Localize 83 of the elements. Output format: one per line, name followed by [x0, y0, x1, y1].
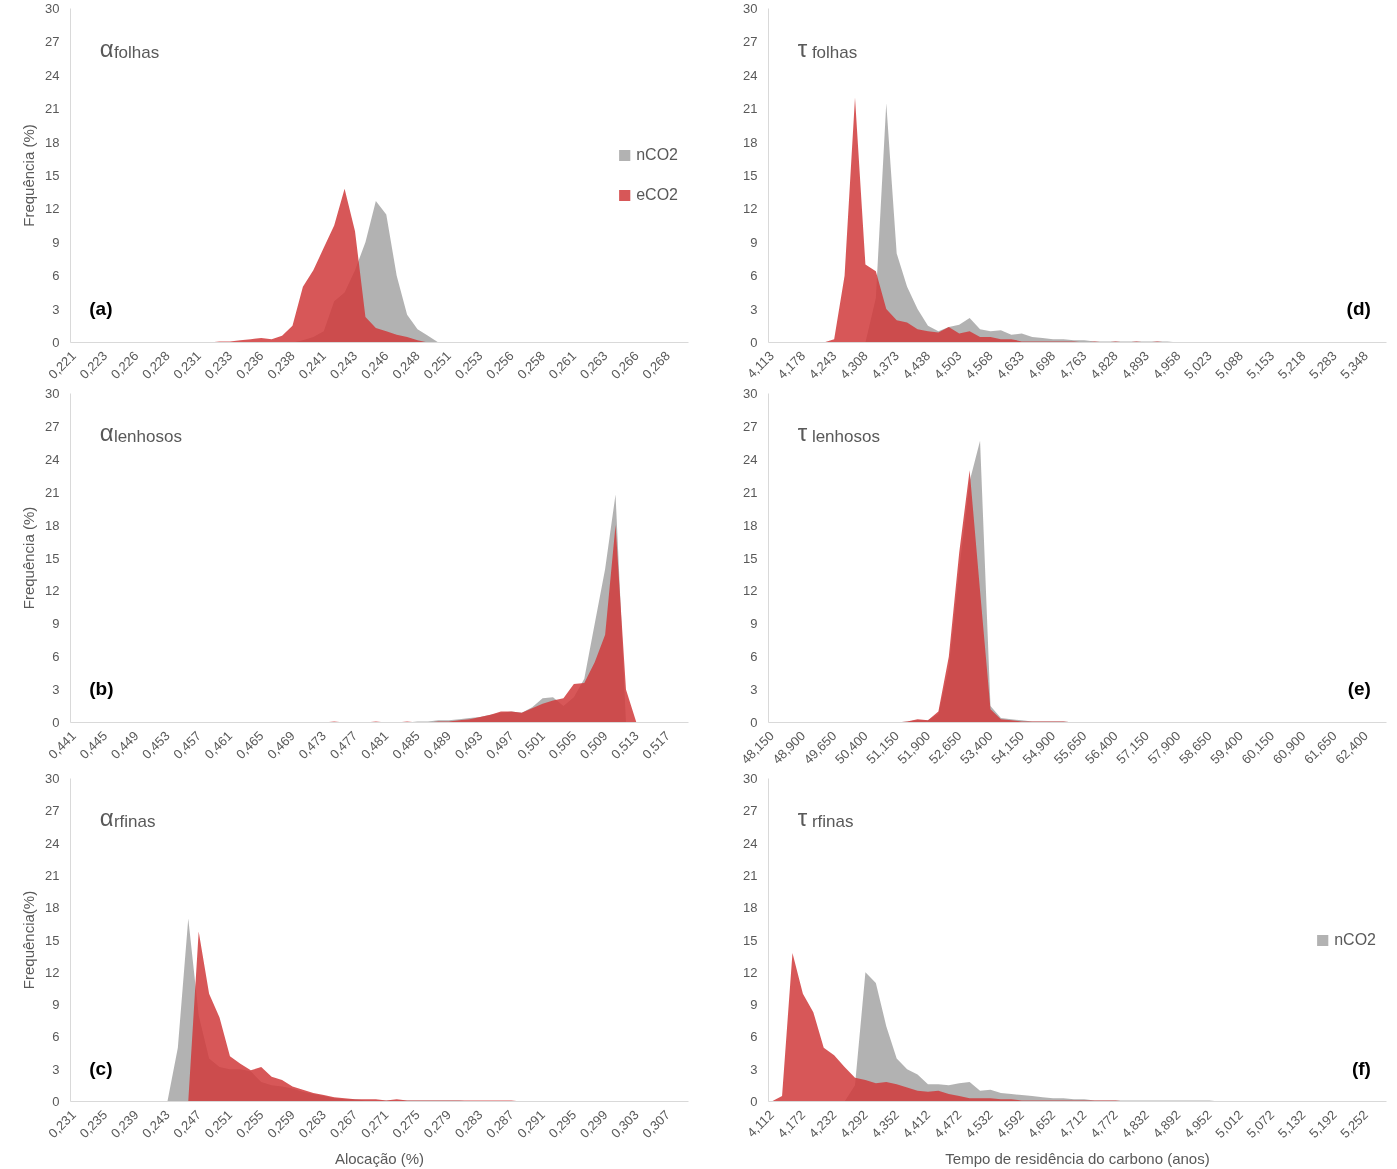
- y-axis-title: Frequência (%): [20, 506, 38, 610]
- y-tick-label: 0: [750, 715, 758, 730]
- y-tick-label: 6: [52, 649, 60, 665]
- y-tick-label: 15: [743, 550, 758, 566]
- y-tick-label: 18: [45, 134, 60, 150]
- y-tick-label: 0: [52, 335, 60, 350]
- y-tick-label: 27: [45, 34, 60, 50]
- y-tick-label: 3: [52, 1061, 60, 1077]
- y-tick-label: 21: [743, 101, 758, 117]
- y-tick-label: 3: [750, 1061, 758, 1077]
- y-tick-label: 9: [52, 616, 60, 632]
- y-tick-label: 0: [750, 335, 758, 350]
- y-tick-label: 12: [45, 201, 60, 217]
- y-tick-label: 15: [45, 932, 60, 948]
- y-tick-label: 27: [743, 418, 758, 434]
- y-tick-label: 18: [743, 900, 758, 916]
- y-tick-label: 30: [45, 386, 60, 401]
- y-tick-label: 0: [52, 1094, 60, 1109]
- y-tick-label: 12: [743, 583, 758, 599]
- y-tick-label: 18: [743, 134, 758, 150]
- y-tick-label: 18: [743, 517, 758, 533]
- y-tick-label: 3: [750, 682, 758, 698]
- y-tick-label: 12: [45, 964, 60, 980]
- y-tick-label: 27: [743, 803, 758, 819]
- y-tick-label: 15: [45, 550, 60, 566]
- annotation: (e): [1347, 678, 1371, 700]
- legend-label: eCO2: [636, 186, 678, 204]
- y-tick-label: 30: [45, 771, 60, 786]
- y-tick-label: 0: [750, 1094, 758, 1109]
- y-tick-label: 30: [45, 1, 60, 16]
- y-tick-label: 0: [52, 715, 60, 730]
- annotation: (a): [89, 298, 113, 320]
- annotation: (d): [1346, 298, 1371, 320]
- y-tick-label: 24: [743, 451, 758, 467]
- y-tick-label: 18: [45, 517, 60, 533]
- y-tick-label: 12: [45, 583, 60, 599]
- text: αrfinas: [99, 803, 156, 831]
- annotation: (c): [89, 1057, 113, 1079]
- y-tick-label: 24: [45, 451, 60, 467]
- y-tick-label: 15: [743, 168, 758, 183]
- y-tick-label: 24: [45, 835, 60, 851]
- text: αlenhosos: [99, 419, 182, 447]
- y-tick-label: 6: [52, 268, 60, 284]
- y-tick-label: 24: [743, 835, 758, 851]
- text: αfolhas: [99, 35, 160, 63]
- y-tick-label: 9: [52, 234, 60, 250]
- y-tick-label: 3: [52, 301, 60, 317]
- y-tick-label: 6: [52, 1029, 60, 1045]
- y-tick-label: 24: [45, 67, 60, 83]
- y-tick-label: 27: [45, 418, 60, 434]
- y-tick-label: 21: [45, 867, 60, 883]
- y-tick-label: 18: [45, 900, 60, 916]
- y-tick-label: 30: [743, 771, 758, 786]
- y-tick-label: 21: [743, 484, 758, 500]
- annotation: (f): [1351, 1057, 1371, 1079]
- y-tick-label: 6: [750, 268, 758, 284]
- y-tick-label: 9: [750, 616, 758, 632]
- y-tick-label: 24: [743, 67, 758, 83]
- y-tick-label: 9: [750, 997, 758, 1013]
- y-tick-label: 3: [750, 301, 758, 317]
- y-tick-label: 27: [743, 34, 758, 50]
- legend-label: nCO2: [636, 146, 678, 164]
- y-tick-label: 6: [750, 1029, 758, 1045]
- y-tick-label: 21: [743, 867, 758, 883]
- x-axis-title: Tempo de residência do carbono (anos): [945, 1149, 1210, 1167]
- y-tick-label: 12: [743, 964, 758, 980]
- y-tick-label: 6: [750, 649, 758, 665]
- y-tick-label: 21: [45, 484, 60, 500]
- y-tick-label: 27: [45, 803, 60, 819]
- y-tick-label: 3: [52, 682, 60, 698]
- y-tick-label: 30: [743, 386, 758, 401]
- y-tick-label: 21: [45, 101, 60, 117]
- y-tick-label: 15: [45, 168, 60, 183]
- x-axis-title: Alocação (%): [334, 1149, 425, 1167]
- y-tick-label: 9: [750, 234, 758, 250]
- y-axis-title: Frequência(%): [20, 890, 38, 990]
- y-tick-label: 15: [743, 932, 758, 948]
- annotation: (b): [89, 678, 114, 700]
- y-tick-label: 30: [743, 1, 758, 16]
- legend-label: nCO2: [1334, 930, 1376, 949]
- y-axis-title: Frequência (%): [20, 124, 38, 227]
- y-tick-label: 12: [743, 201, 758, 217]
- y-tick-label: 9: [52, 997, 60, 1013]
